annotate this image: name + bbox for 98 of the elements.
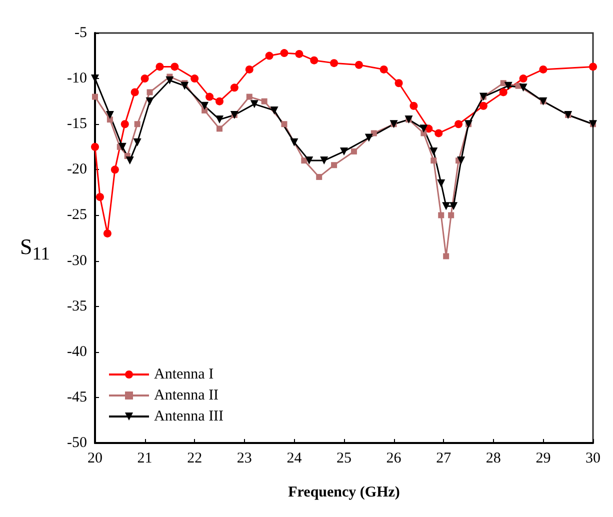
x-tick-label: 30 xyxy=(586,450,600,466)
point xyxy=(103,229,112,238)
point xyxy=(457,156,466,165)
x-tick-label: 28 xyxy=(486,450,501,466)
point xyxy=(134,121,140,128)
point xyxy=(504,82,512,90)
point xyxy=(91,142,99,151)
point xyxy=(320,156,328,165)
point xyxy=(434,129,443,138)
x-tick-label: 22 xyxy=(187,450,202,466)
point xyxy=(364,134,373,142)
point xyxy=(443,253,450,260)
point xyxy=(120,120,129,128)
y-tick-label: -10 xyxy=(67,70,87,87)
point xyxy=(499,88,508,96)
point xyxy=(166,76,174,84)
point xyxy=(430,147,438,156)
point xyxy=(261,98,268,104)
y-tick-label: -50 xyxy=(67,435,87,451)
x-tick-label: 27 xyxy=(436,450,452,466)
point xyxy=(340,147,348,156)
point xyxy=(519,84,528,92)
point xyxy=(265,52,274,60)
legend-label: Antenna III xyxy=(154,408,224,424)
point xyxy=(230,84,238,92)
point xyxy=(133,138,142,146)
point xyxy=(295,50,304,58)
point xyxy=(110,166,119,174)
x-tick-label: 21 xyxy=(137,450,152,466)
point xyxy=(394,79,403,88)
point xyxy=(354,60,363,69)
legend-label: Antenna II xyxy=(154,388,219,404)
point xyxy=(130,88,139,96)
y-axis-title: S$_{11}$ xyxy=(20,234,50,264)
point xyxy=(437,179,446,188)
y-tick-label: -20 xyxy=(67,162,87,178)
point xyxy=(202,107,208,114)
point xyxy=(410,102,418,110)
point xyxy=(216,116,224,124)
point xyxy=(539,65,548,74)
x-tick-label: 29 xyxy=(536,450,551,466)
point xyxy=(190,74,199,83)
x-tick-label: 25 xyxy=(336,450,352,466)
point xyxy=(106,111,114,119)
point xyxy=(246,94,252,100)
x-tick-label: 24 xyxy=(286,450,302,466)
point xyxy=(479,102,488,110)
point xyxy=(245,65,254,74)
point xyxy=(250,100,258,108)
point xyxy=(331,162,338,168)
point xyxy=(316,174,322,180)
point xyxy=(126,156,134,165)
point xyxy=(92,94,98,100)
point xyxy=(430,158,437,164)
point xyxy=(96,193,104,201)
point xyxy=(450,202,458,210)
point xyxy=(370,130,377,136)
point xyxy=(156,62,164,71)
y-tick-label: -30 xyxy=(67,252,87,269)
point xyxy=(200,102,209,110)
point xyxy=(281,121,288,128)
point xyxy=(301,158,308,164)
point xyxy=(180,82,189,90)
y-tick-label: -45 xyxy=(67,389,87,406)
point xyxy=(589,62,597,71)
point xyxy=(280,49,288,58)
point xyxy=(216,97,224,106)
x-tick-label: 20 xyxy=(88,450,102,466)
y-tick-label: -35 xyxy=(67,298,87,314)
point xyxy=(305,156,314,165)
y-tick-label: -25 xyxy=(67,207,87,224)
point xyxy=(310,56,318,64)
point xyxy=(270,106,278,114)
point xyxy=(448,212,454,218)
point xyxy=(380,65,388,74)
point xyxy=(106,116,113,123)
point xyxy=(206,92,214,101)
y-tick-label: -15 xyxy=(67,116,87,132)
point xyxy=(420,124,428,133)
point xyxy=(118,142,126,151)
y-tick-label: -5 xyxy=(74,25,87,41)
y-tick-label: -40 xyxy=(67,344,87,360)
x-tick-label: 23 xyxy=(236,450,252,466)
point xyxy=(350,148,357,154)
point xyxy=(519,74,528,83)
point xyxy=(146,89,153,96)
x-axis-title: Frequency (GHz) xyxy=(288,484,400,500)
point xyxy=(140,74,149,83)
point xyxy=(330,59,338,68)
point xyxy=(216,126,222,132)
point xyxy=(442,202,450,210)
point xyxy=(146,97,154,106)
point xyxy=(438,212,444,218)
x-tick-label: 26 xyxy=(386,450,402,466)
legend-label: Antenna I xyxy=(154,366,214,382)
point xyxy=(170,62,179,71)
point xyxy=(290,138,298,146)
point xyxy=(454,120,463,128)
